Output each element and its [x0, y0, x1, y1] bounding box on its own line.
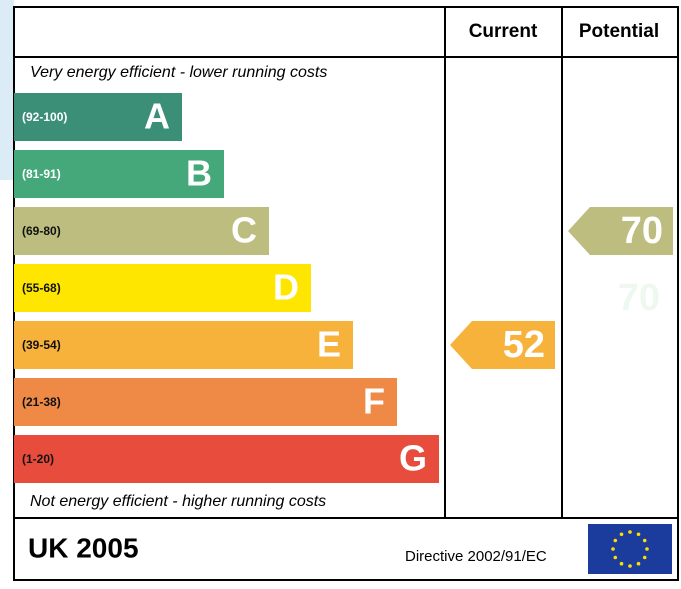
potential-value: 70	[621, 210, 663, 252]
band-range: (69-80)	[22, 224, 61, 238]
band-range: (21-38)	[22, 395, 61, 409]
band-bar	[14, 435, 439, 483]
directive: Directive 2002/91/EC	[405, 548, 547, 565]
star	[628, 564, 632, 568]
band-letter: A	[144, 96, 170, 137]
eu-stars	[611, 530, 649, 568]
band-letter: B	[186, 153, 212, 194]
star	[628, 530, 632, 534]
band-letter: F	[363, 381, 385, 422]
potential-arrow	[568, 207, 673, 255]
current-header: Current	[469, 21, 538, 42]
band-bar	[14, 207, 269, 255]
bottom-note: Not energy efficient - higher running co…	[30, 493, 326, 510]
band-bar	[14, 264, 311, 312]
band-letter: D	[273, 267, 299, 308]
band-range: (55-68)	[22, 281, 61, 295]
band-bar	[14, 321, 353, 369]
potential-ghost: 70	[618, 277, 660, 319]
star	[619, 561, 624, 566]
band-range: (1-20)	[22, 452, 54, 466]
star	[613, 555, 618, 560]
star	[645, 547, 649, 551]
star	[642, 555, 647, 560]
top-note: Very energy efficient - lower running co…	[30, 64, 327, 81]
current-value: 52	[503, 324, 545, 366]
band-range: (92-100)	[22, 110, 67, 124]
star	[611, 547, 615, 551]
potential-header: Potential	[579, 21, 659, 42]
country: UK 2005	[28, 532, 139, 563]
star	[613, 538, 618, 543]
band-bar	[14, 378, 397, 426]
band-bar	[14, 93, 182, 141]
star	[619, 532, 624, 537]
band-bar	[14, 150, 224, 198]
side-strip	[0, 0, 14, 180]
star	[636, 561, 641, 566]
star	[636, 532, 641, 537]
band-letter: C	[231, 210, 257, 251]
band-letter: E	[317, 324, 341, 365]
current-arrow	[450, 321, 555, 369]
band-range: (81-91)	[22, 167, 61, 181]
band-letter: G	[399, 438, 427, 479]
band-range: (39-54)	[22, 338, 61, 352]
star	[642, 538, 647, 543]
